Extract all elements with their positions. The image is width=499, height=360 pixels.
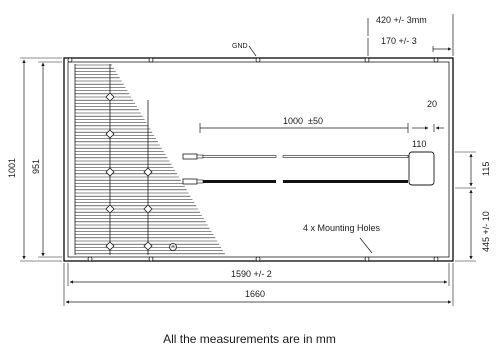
diode-marker [143,241,153,251]
top-outer-dimension: 420 +/- 3mm [376,15,427,25]
gap-20-label: 20 [427,99,437,109]
frame-hole [148,256,154,262]
frame-hole [67,57,73,63]
connector-box-label: 110 [412,139,426,149]
lower-cable [182,178,408,185]
diode-marker [105,92,115,102]
frame-hole [148,57,154,63]
connector-box [408,151,435,186]
diode-marker [105,204,115,214]
frame-hole [255,256,261,262]
height-inner-label: 951 [31,159,41,174]
frame-hole [433,256,439,262]
frame-hole [433,57,439,63]
diode-marker [105,167,115,177]
cell-area [74,64,225,255]
frame-hole [255,57,261,63]
gnd-label: GND [232,43,248,50]
ground-symbol [169,243,177,251]
panel-inner-frame [67,61,450,258]
diode-marker [105,241,115,251]
frame-hole [87,256,93,262]
measurement-note: All the measurements are in mm [163,332,336,346]
right-box-label: 115 [481,162,491,176]
gnd-leader [248,45,257,57]
frame-holes [67,57,439,262]
height-outer-label: 1001 [7,158,17,178]
right-lower-label: 445 +/- 10 [481,211,491,252]
cable-length-label: 1000 ±50 [283,116,323,126]
frame-hole [364,57,370,63]
mounting-holes-leader [359,237,373,254]
diode-marker [105,129,115,139]
width-outer-label: 1660 [245,289,265,299]
top-inner-dimension: 170 +/- 3 [381,36,417,46]
panel-outer-frame [63,57,454,262]
upper-cable [182,153,409,160]
diode-marker [143,204,153,214]
width-inner-label: 1590 +/- 2 [231,269,272,279]
frame-hole [364,256,370,262]
mounting-holes-label: 4 x Mounting Holes [303,223,381,233]
diode-marker [143,167,153,177]
